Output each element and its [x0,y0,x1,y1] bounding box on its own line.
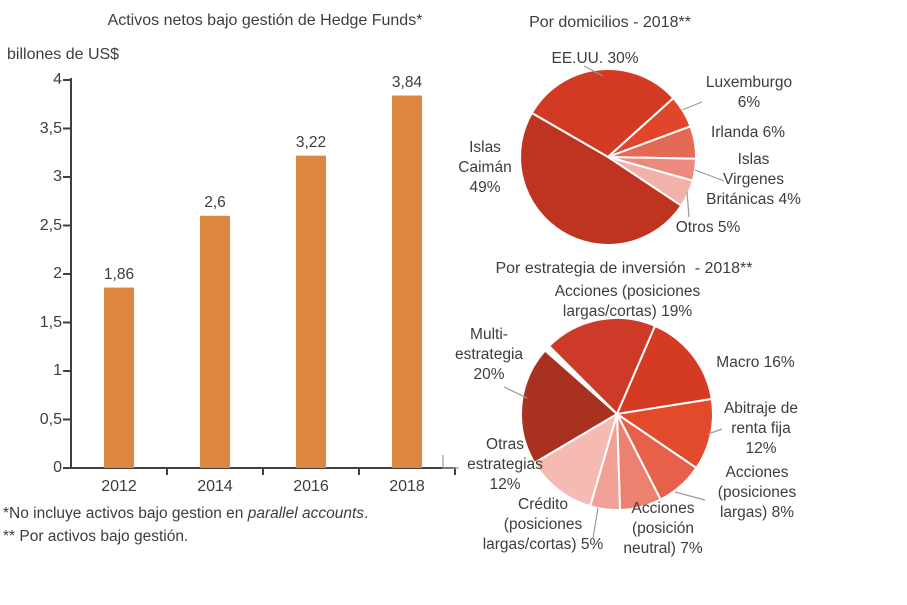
pie-slice-abitraje-renta-fija [616,398,714,469]
pie-label-islas-caiman: Islas Caimán 49% [458,139,512,196]
pie-slice-acciones-largas-cortas [548,317,657,415]
pie-label-acciones-largas-cortas: Acciones (posiciones largas/cortas) 19% [554,283,701,320]
pie-estrategia-title: Por estrategia de inversión - 2018** [495,260,753,277]
bar-2018 [392,95,422,469]
pie-label-otras-estrategias: Otras estrategias 12% [467,436,543,493]
x-tick-label: 2016 [293,478,329,495]
y-tick-label: 2 [53,265,62,282]
bar-chart-title: Activos netos bajo gestión de Hedge Fund… [107,12,423,29]
y-tick-label: 1,5 [39,313,62,331]
pie-label-acciones-neutral: Acciones (posición neutral) 7% [623,500,703,557]
leader-line-otros [686,191,690,218]
pie-label-multi-estrategia: Multi- estrategia 20% [454,326,524,383]
bar-2014 [200,215,230,468]
leader-line-multi-estrategia [503,386,528,399]
y-tick-label: 0 [53,459,62,476]
bar-value-label: 3,22 [295,133,327,151]
pie-label-eeuu: EE.UU. 30% [551,50,639,67]
footnote-1: *No incluye activos bajo gestion en para… [3,502,368,525]
footnote-2: ** Por activos bajo gestión. [3,528,189,545]
y-tick-label: 1 [53,362,62,379]
pie-slice-multi-estrategia [520,349,618,464]
pie-label-otros: Otros 5% [675,219,741,236]
pie-slice-eeuu [530,68,675,158]
y-tick-label: 3 [53,168,62,185]
bar-2012 [104,287,134,468]
pie-label-macro: Macro 16% [716,354,795,371]
y-tick-label: 0,5 [39,410,62,428]
bar-value-label: 1,86 [103,265,135,283]
leader-line-credito [592,507,599,539]
leader-line-otras-estrategias [442,455,459,469]
x-tick-label: 2012 [101,478,137,495]
leader-line-luxemburgo [681,101,703,111]
y-axis-unit-label: billones de US$ [7,46,120,63]
pie-label-abitraje-renta-fija: Abitraje de renta fija 12% [723,400,799,457]
y-tick-label: 2,5 [39,216,62,234]
y-tick-label: 4 [53,71,62,88]
pie-label-luxemburgo: Luxemburgo 6% [705,74,793,111]
y-tick-label: 3,5 [39,119,62,137]
footnote-1-period: . [364,505,369,522]
pie-label-islas-virgenes-britanicas: Islas Virgenes Británicas 4% [706,151,801,208]
leader-line-abitraje-renta-fija [707,428,723,435]
bar-value-label: 2,6 [204,193,226,211]
bar-2016 [296,155,326,468]
pie-label-irlanda: Irlanda 6% [710,124,786,141]
pie-label-credito: Crédito (posiciones largas/cortas) 5% [482,496,604,553]
pie-slice-islas-caiman [519,112,683,246]
bar-value-label: 3,84 [391,73,423,91]
x-tick-label: 2014 [197,478,233,495]
leader-line-acciones-largas [674,491,706,501]
leader-line-eeuu [583,65,604,77]
footnote-1-text: *No incluye activos bajo gestion en [3,505,248,522]
x-tick-label: 2018 [389,478,425,495]
leader-line-islas-virgenes-britanicas [694,169,725,182]
pie-domicilios-title: Por domicilios - 2018** [529,14,691,31]
pie-label-acciones-largas: Acciones (posiciones largas) 8% [717,464,797,521]
pie-slice-otras-estrategias [533,413,618,508]
pie-slice-macro [616,324,713,415]
footnote-1-italic: parallel accounts [247,505,365,522]
